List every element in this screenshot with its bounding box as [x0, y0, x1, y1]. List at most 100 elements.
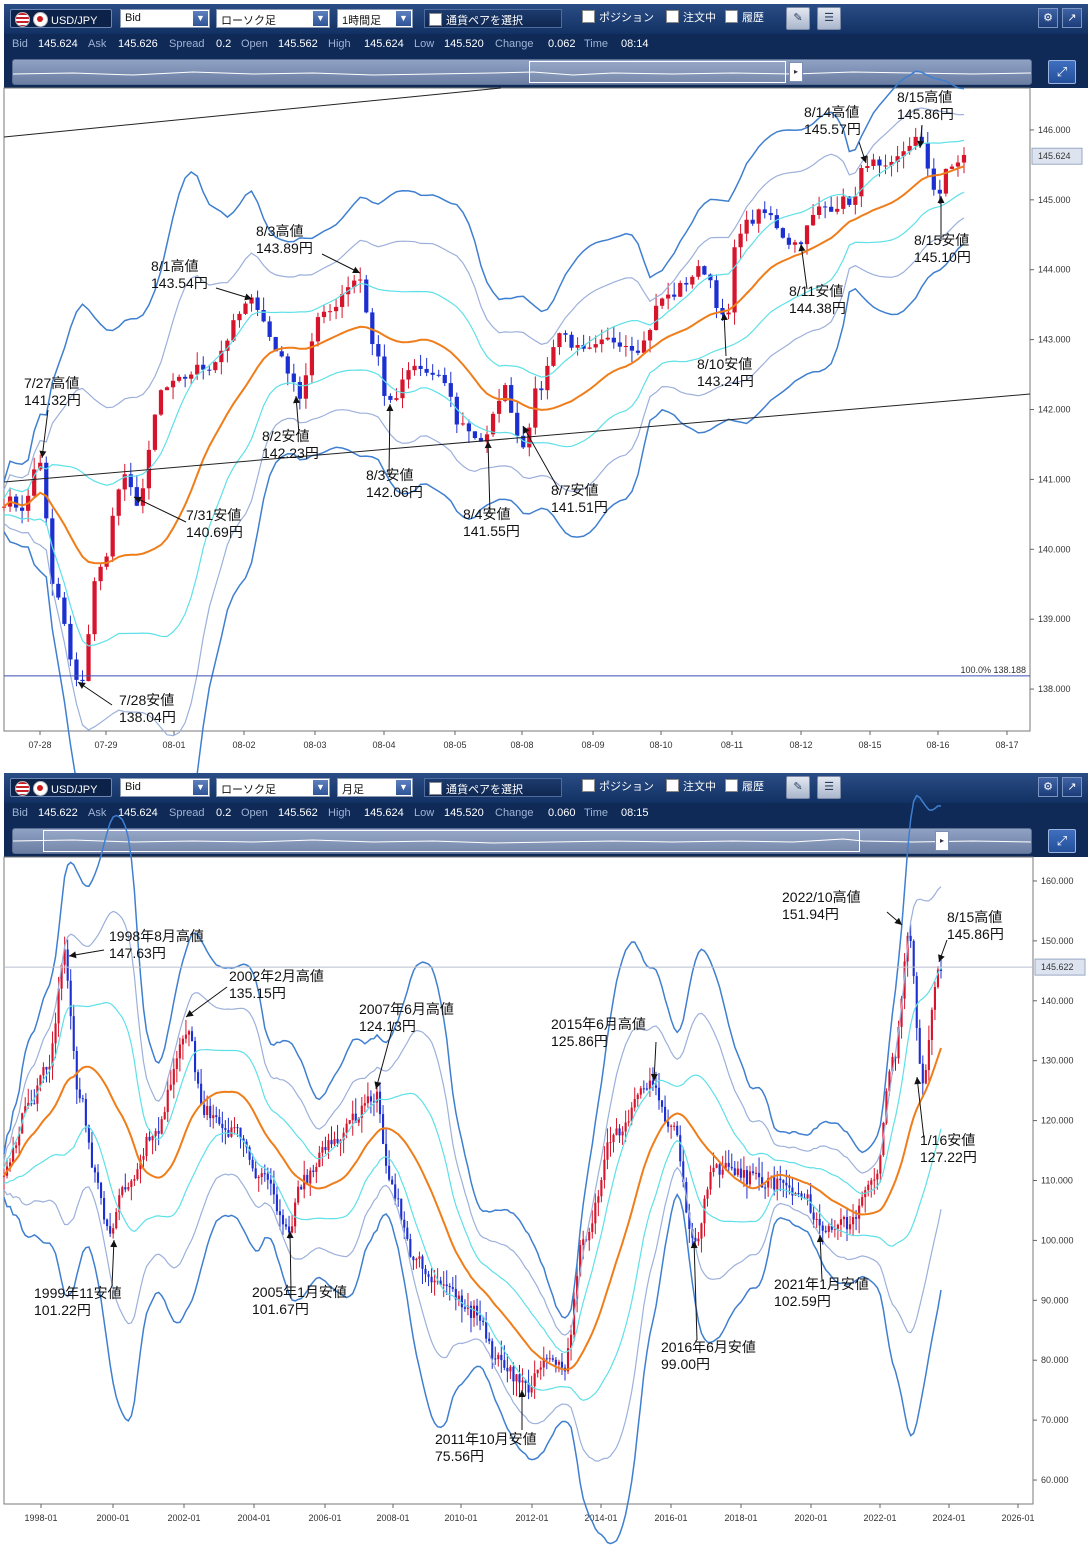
currency-pair-select-button[interactable]: 通貨ペアを選択 — [424, 778, 562, 797]
pair-checkbox[interactable] — [429, 782, 442, 795]
chart-type-select[interactable]: ローソク足 ▼ — [216, 9, 330, 28]
candle-body — [712, 1167, 715, 1173]
annotation-title: 1/16安値 — [920, 1132, 975, 1148]
candle-body — [642, 1088, 645, 1090]
orders-toggle[interactable]: 注文中 — [666, 9, 716, 28]
candle-body — [281, 1215, 285, 1225]
candle-body — [170, 380, 176, 388]
expand-icon[interactable]: ↗ — [1062, 777, 1082, 797]
chart-settings-list-icon[interactable]: ☰ — [817, 776, 841, 799]
symbol-selector[interactable]: USD/JPY — [10, 9, 112, 28]
candle-body — [738, 233, 743, 248]
candle-body — [785, 1182, 788, 1186]
history-checkbox[interactable] — [725, 10, 738, 23]
candle-body — [605, 337, 610, 340]
candle-body — [421, 1256, 424, 1269]
candle-body — [503, 385, 508, 401]
bollinger-lower-3sigma — [3, 1193, 942, 1545]
overview-track[interactable]: ▸ — [12, 59, 1032, 85]
candle-body — [60, 964, 63, 989]
candle-body — [62, 597, 67, 624]
candle-body — [527, 1383, 530, 1393]
candle-body — [457, 1295, 460, 1300]
chevron-down-icon: ▼ — [193, 780, 208, 795]
orders-checkbox[interactable] — [666, 10, 679, 23]
candle-body — [351, 1113, 354, 1121]
candle-body — [576, 1275, 579, 1299]
candle-body — [500, 1354, 503, 1361]
annotation-arrow — [111, 1239, 115, 1287]
candle-body — [682, 1161, 685, 1182]
candle-body — [579, 1245, 582, 1276]
candle-body — [412, 1256, 415, 1261]
orders-checkbox[interactable] — [666, 779, 679, 792]
candle-body — [184, 1034, 188, 1039]
orders-toggle[interactable]: 注文中 — [666, 778, 716, 797]
candle-body — [888, 1071, 891, 1092]
position-toggle[interactable]: ポジション — [582, 778, 654, 797]
draw-tool-icon[interactable]: ✎ — [786, 7, 810, 30]
candle-body — [1, 506, 7, 508]
chart-toolbar: USD/JPY Bid ▼ ローソク足 ▼ 1時間足 ▼ 通貨ペアを選択 ポジション … — [4, 4, 1088, 34]
currency-pair-select-button[interactable]: 通貨ペアを選択 — [424, 9, 562, 28]
arrowhead — [816, 1235, 824, 1243]
timeframe-select[interactable]: 月足 ▼ — [337, 778, 413, 797]
candle-body — [284, 1224, 288, 1227]
annotation-value: 101.22円 — [34, 1302, 91, 1318]
chart-type-select[interactable]: ローソク足 ▼ — [216, 778, 330, 797]
annotation-arrow — [133, 496, 187, 523]
symbol-selector[interactable]: USD/JPY — [10, 778, 112, 797]
candle-body — [776, 1178, 779, 1190]
history-toggle[interactable]: 履歴 — [725, 778, 764, 797]
overview-range-handle[interactable] — [43, 830, 860, 852]
candle-body — [237, 313, 242, 321]
draw-tool-icon[interactable]: ✎ — [786, 776, 810, 799]
chart-settings-list-icon[interactable]: ☰ — [817, 7, 841, 30]
current-price-tag — [1031, 147, 1083, 165]
annotation-title: 8/15安値 — [914, 232, 969, 248]
fit-range-icon[interactable]: ⤢ — [1048, 60, 1076, 84]
x-tick-label: 07-28 — [28, 740, 51, 750]
candle-body — [345, 1123, 348, 1133]
annotation-title: 8/7安値 — [551, 482, 598, 498]
gear-icon[interactable]: ⚙ — [1038, 8, 1058, 28]
x-tick-label: 2024-01 — [932, 1513, 965, 1523]
pair-checkbox[interactable] — [429, 13, 442, 26]
candle-body — [883, 165, 888, 167]
position-checkbox[interactable] — [582, 10, 595, 23]
candle-body — [104, 556, 109, 567]
candle-body — [889, 161, 894, 166]
candle-body — [936, 969, 940, 988]
candle-body — [442, 374, 447, 384]
expand-icon[interactable]: ↗ — [1062, 8, 1082, 28]
candle-body — [291, 1226, 294, 1233]
y-tick-label: 138.000 — [1038, 684, 1071, 694]
fit-range-icon[interactable]: ⤢ — [1048, 829, 1076, 853]
candle-body — [824, 1230, 827, 1232]
open-value: 145.562 — [278, 807, 318, 819]
price-side-select[interactable]: Bid ▼ — [120, 778, 210, 797]
position-checkbox[interactable] — [582, 779, 595, 792]
overview-range-handle[interactable] — [529, 61, 786, 83]
candle-body — [333, 1138, 336, 1145]
candle-body — [551, 347, 556, 366]
candle-body — [257, 1176, 260, 1179]
gear-icon[interactable]: ⚙ — [1038, 777, 1058, 797]
position-toggle[interactable]: ポジション — [582, 9, 654, 28]
chevron-right-icon[interactable]: ▸ — [789, 62, 803, 82]
candle-body — [606, 1142, 609, 1160]
candle-body — [633, 1098, 636, 1108]
history-checkbox[interactable] — [725, 779, 738, 792]
timeframe-select[interactable]: 1時間足 ▼ — [337, 9, 413, 28]
history-toggle[interactable]: 履歴 — [725, 9, 764, 28]
price-side-select[interactable]: Bid ▼ — [120, 9, 210, 28]
overview-track[interactable]: ▸ — [12, 828, 1032, 854]
candle-body — [96, 1172, 100, 1183]
chevron-right-icon[interactable]: ▸ — [935, 831, 949, 851]
candle-body — [810, 214, 816, 226]
candle-body — [269, 1179, 272, 1184]
candle-body — [697, 1238, 700, 1242]
candle-body — [931, 168, 936, 190]
annotation-title: 8/15高値 — [897, 89, 952, 105]
candle-body — [103, 1197, 106, 1220]
